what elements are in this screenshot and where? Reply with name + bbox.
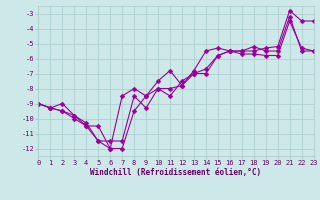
X-axis label: Windchill (Refroidissement éolien,°C): Windchill (Refroidissement éolien,°C) [91, 168, 261, 177]
